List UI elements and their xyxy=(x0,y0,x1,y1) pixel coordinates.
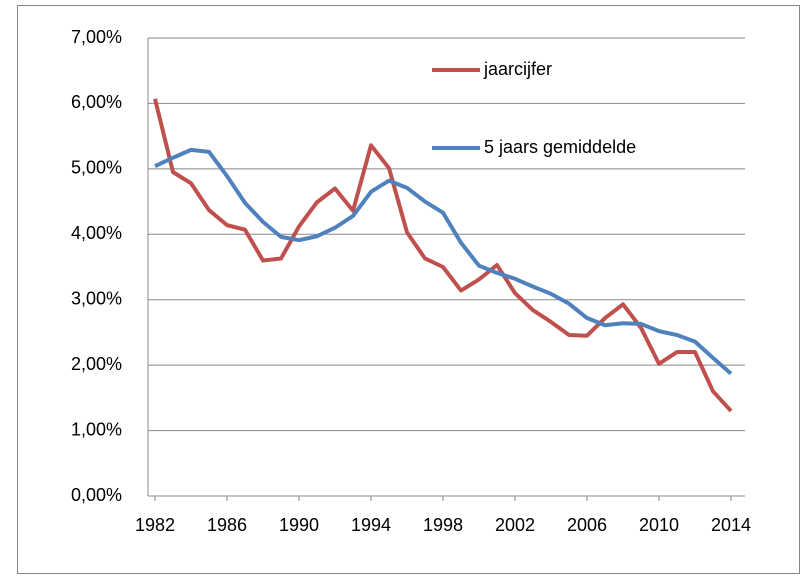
series-line xyxy=(153,98,733,413)
legend-label: jaarcijfer xyxy=(483,59,552,79)
y-tick-label: 7,00% xyxy=(71,27,122,47)
x-tick-label: 2006 xyxy=(567,515,607,535)
x-tick-label: 1990 xyxy=(279,515,319,535)
chart-border xyxy=(17,5,800,574)
y-tick-label: 3,00% xyxy=(71,288,122,308)
y-tick-label: 2,00% xyxy=(71,354,122,374)
x-tick-label: 1986 xyxy=(207,515,247,535)
x-tick-label: 1982 xyxy=(135,515,175,535)
y-tick-label: 5,00% xyxy=(71,158,122,178)
y-tick-label: 0,00% xyxy=(71,485,122,505)
x-tick-label: 2010 xyxy=(639,515,679,535)
x-tick-label: 2014 xyxy=(711,515,751,535)
x-tick-label: 2002 xyxy=(495,515,535,535)
x-tick-label: 1994 xyxy=(351,515,391,535)
series-line xyxy=(154,147,733,376)
x-tick-label: 1998 xyxy=(423,515,463,535)
legend-label: 5 jaars gemiddelde xyxy=(484,137,636,157)
y-tick-label: 4,00% xyxy=(71,223,122,243)
y-tick-label: 6,00% xyxy=(71,92,122,112)
y-tick-label: 1,00% xyxy=(71,419,122,439)
